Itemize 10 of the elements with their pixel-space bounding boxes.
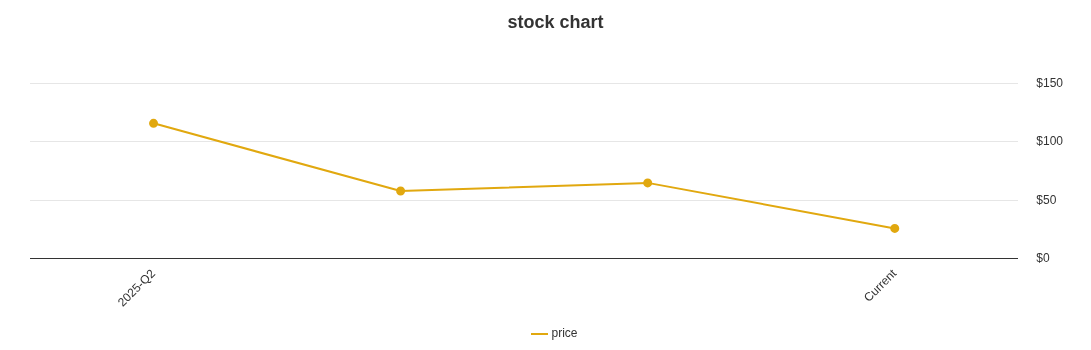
y-tick-label: $150	[1036, 75, 1064, 90]
point	[396, 186, 406, 196]
chart-title: stock chart	[507, 11, 604, 32]
y-tick-label: $100	[1036, 134, 1064, 149]
legend-label: price	[551, 326, 578, 341]
point	[890, 223, 900, 233]
y-tick-label: $0	[1036, 251, 1050, 266]
point	[149, 118, 159, 128]
point	[643, 178, 653, 188]
y-tick-label: $50	[1036, 192, 1057, 207]
